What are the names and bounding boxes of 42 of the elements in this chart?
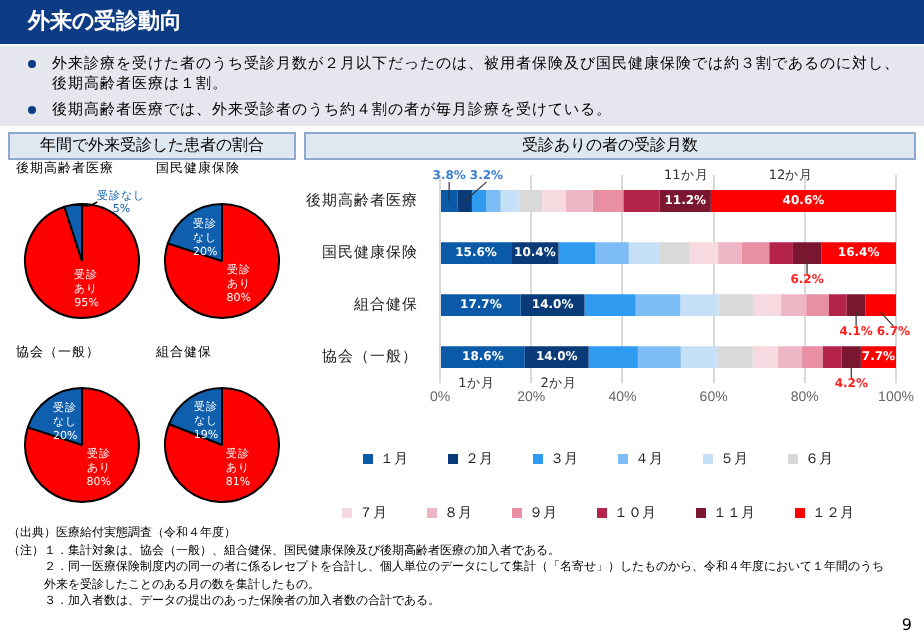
bar xyxy=(828,294,847,317)
bar xyxy=(792,242,822,265)
bar xyxy=(718,294,754,317)
bar xyxy=(777,346,803,369)
bar xyxy=(637,346,681,369)
bar xyxy=(558,242,596,265)
bar xyxy=(623,190,660,212)
bar xyxy=(741,242,770,265)
bar xyxy=(680,346,718,369)
bar xyxy=(752,346,778,369)
bar xyxy=(658,242,689,265)
bar xyxy=(588,346,638,369)
bar xyxy=(471,190,487,212)
bar xyxy=(688,242,719,265)
bar xyxy=(753,294,782,317)
bar xyxy=(500,190,520,212)
bar xyxy=(769,242,793,265)
bar xyxy=(628,242,659,265)
bar xyxy=(457,190,472,212)
bar xyxy=(846,294,866,317)
bar xyxy=(806,294,829,317)
bar xyxy=(680,294,719,317)
chart-subtitle: 年間で外来受診した患者の割合 xyxy=(8,132,296,160)
bar xyxy=(718,242,742,265)
bar xyxy=(865,294,896,317)
bar xyxy=(542,190,566,212)
bar xyxy=(635,294,681,317)
bar xyxy=(441,190,458,212)
bar xyxy=(802,346,823,369)
text: 外来の受診動向 xyxy=(0,0,924,44)
bar xyxy=(822,346,842,369)
bar xyxy=(710,190,896,212)
bar xyxy=(592,190,624,212)
chart-title: 受診ありの者の受診月数 xyxy=(304,132,916,160)
bar xyxy=(584,294,636,317)
bar xyxy=(841,346,861,369)
bar xyxy=(595,242,629,265)
bar xyxy=(486,190,501,212)
bar xyxy=(565,190,593,212)
text: 9 xyxy=(901,616,912,635)
bar xyxy=(717,346,753,369)
bar xyxy=(781,294,807,317)
